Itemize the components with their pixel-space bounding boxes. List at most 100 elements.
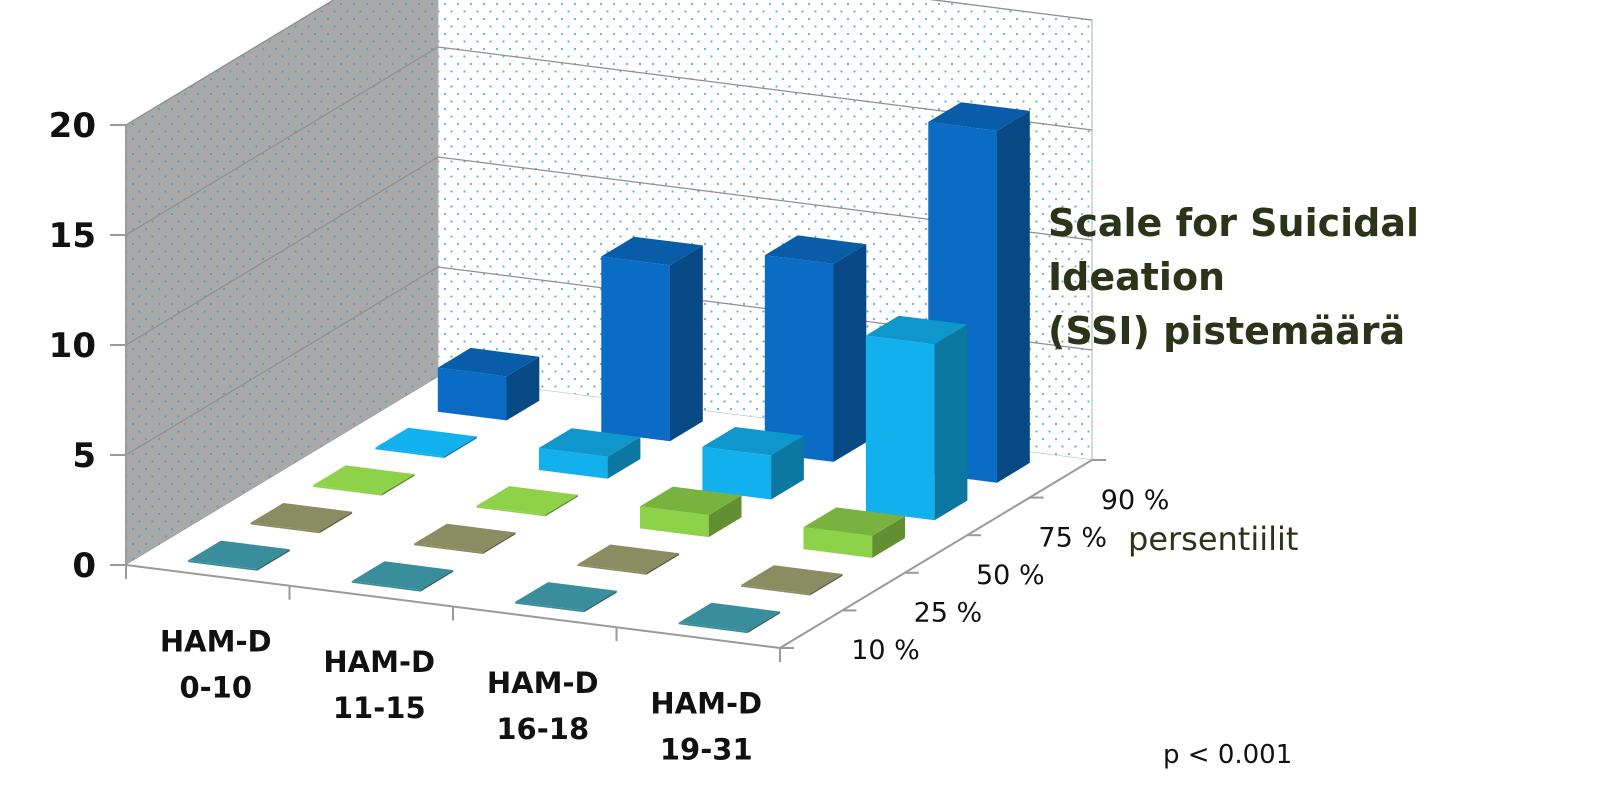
bar-25pct-2 <box>414 523 516 554</box>
bars-group <box>188 102 1030 634</box>
bar-75pct-4 <box>865 315 968 521</box>
bar-25pct-4 <box>741 565 843 596</box>
bar-front-face <box>702 446 772 500</box>
chart-axes <box>110 124 1106 662</box>
bar-front-face <box>803 527 873 558</box>
bar-side-face <box>506 356 540 421</box>
x-category-label-3-line-2: 16-18 <box>496 712 589 746</box>
bar-front-face <box>538 448 608 479</box>
bar-side-face <box>747 611 781 634</box>
bar-side-face <box>833 244 867 462</box>
bar-front-face <box>476 505 546 517</box>
bar-10pct-4 <box>678 602 781 634</box>
bar-10pct-3 <box>515 582 617 613</box>
y-tick-label-20: 20 <box>49 106 96 146</box>
bar-25pct-3 <box>577 544 680 575</box>
bar-side-face <box>934 324 968 521</box>
y-tick-label-5: 5 <box>72 436 96 476</box>
bar-top-face <box>702 427 804 456</box>
bar-top-face <box>188 540 290 569</box>
bar-side-face <box>381 474 415 496</box>
bar-75pct-1 <box>375 427 477 458</box>
gridline-15 <box>125 46 1093 236</box>
bar-front-face <box>577 564 647 575</box>
bar-side-face <box>646 553 680 575</box>
bar-front-face <box>437 367 507 421</box>
y-tick-label-0: 0 <box>72 546 96 586</box>
bar-top-face <box>764 235 867 264</box>
bar-front-face <box>640 506 709 538</box>
bar-front-face <box>375 447 445 458</box>
chart-title: Scale for Suicidal Ideation (SSI) pistem… <box>1048 201 1420 353</box>
bar-front-face <box>865 335 935 521</box>
bar-side-face <box>771 435 804 500</box>
bar-90pct-3 <box>764 235 867 462</box>
bar-top-face <box>437 347 540 377</box>
bar-side-face <box>482 532 516 554</box>
bar-front-face <box>250 522 320 534</box>
bar-75pct-3 <box>702 427 804 500</box>
bar-90pct-1 <box>437 347 540 421</box>
bar-side-face <box>583 590 617 613</box>
bar-front-face <box>764 255 834 462</box>
depth-label-90pct: 90 % <box>1101 485 1170 516</box>
bar-side-face <box>420 570 454 592</box>
bar-side-face <box>607 437 641 479</box>
x-category-label-1-line-1: HAM-D <box>160 624 272 658</box>
gridline-5 <box>125 266 1093 456</box>
tick-labels: 0 5 10 15 20 HAM-D 0-10 HAM-D 11-15 HAM-D 16-18 HAM… <box>49 106 1170 767</box>
bar-side-face <box>545 494 578 517</box>
bar-top-face <box>515 582 617 611</box>
bar-front-face <box>515 601 584 613</box>
gridline-20 <box>125 0 1093 126</box>
bar-top-face <box>741 565 843 594</box>
bar-50pct-1 <box>313 465 415 496</box>
x-category-label-2-line-1: HAM-D <box>323 645 435 679</box>
y-tick-label-10: 10 <box>49 326 96 366</box>
bar-side-face <box>708 495 742 538</box>
bar-top-face <box>250 503 353 532</box>
bar-top-face <box>538 428 641 457</box>
bar-25pct-1 <box>250 503 353 534</box>
y-tick-label-15: 15 <box>49 216 96 256</box>
bar-top-face <box>803 507 905 536</box>
depth-axis-title: persentiilit <box>1128 520 1299 558</box>
x-category-label-4-line-2: 19-31 <box>660 733 753 767</box>
bar-front-face <box>188 560 257 571</box>
bar-side-face <box>444 436 477 458</box>
bar-side-face <box>319 511 353 534</box>
bar-90pct-2 <box>601 236 703 442</box>
bar-top-face <box>928 102 1030 131</box>
bar-top-face <box>351 561 454 590</box>
bar-side-face <box>997 110 1030 483</box>
bar-50pct-4 <box>803 507 905 558</box>
bar-75pct-2 <box>538 428 641 479</box>
bar-top-face <box>476 486 578 515</box>
bar-top-face <box>601 236 703 266</box>
p-value-annotation: p < 0.001 <box>1163 740 1293 770</box>
bar-50pct-3 <box>640 486 742 538</box>
bar-top-face <box>313 465 415 494</box>
bar-top-face <box>865 315 968 345</box>
bar-top-face <box>577 544 680 573</box>
depth-axis-line <box>779 459 1093 649</box>
bar-side-face <box>872 516 905 558</box>
x-category-label-2-line-2: 11-15 <box>333 691 426 725</box>
bar-top-face <box>678 602 781 632</box>
bar-front-face <box>414 543 483 554</box>
depth-label-10pct: 10 % <box>851 635 920 666</box>
bar-50pct-2 <box>476 486 578 517</box>
bar-side-face <box>256 549 290 571</box>
bar-front-face <box>351 581 421 592</box>
bar-top-face <box>375 427 477 457</box>
bar-front-face <box>678 622 748 634</box>
bar-front-face <box>313 485 382 496</box>
depth-label-50pct: 50 % <box>976 560 1045 591</box>
gridline-10 <box>125 156 1093 346</box>
bar-top-face <box>414 523 516 553</box>
bar-side-face <box>809 574 843 596</box>
gridlines <box>125 0 1093 456</box>
bar-front-face <box>601 256 670 442</box>
bar-side-face <box>670 245 703 442</box>
